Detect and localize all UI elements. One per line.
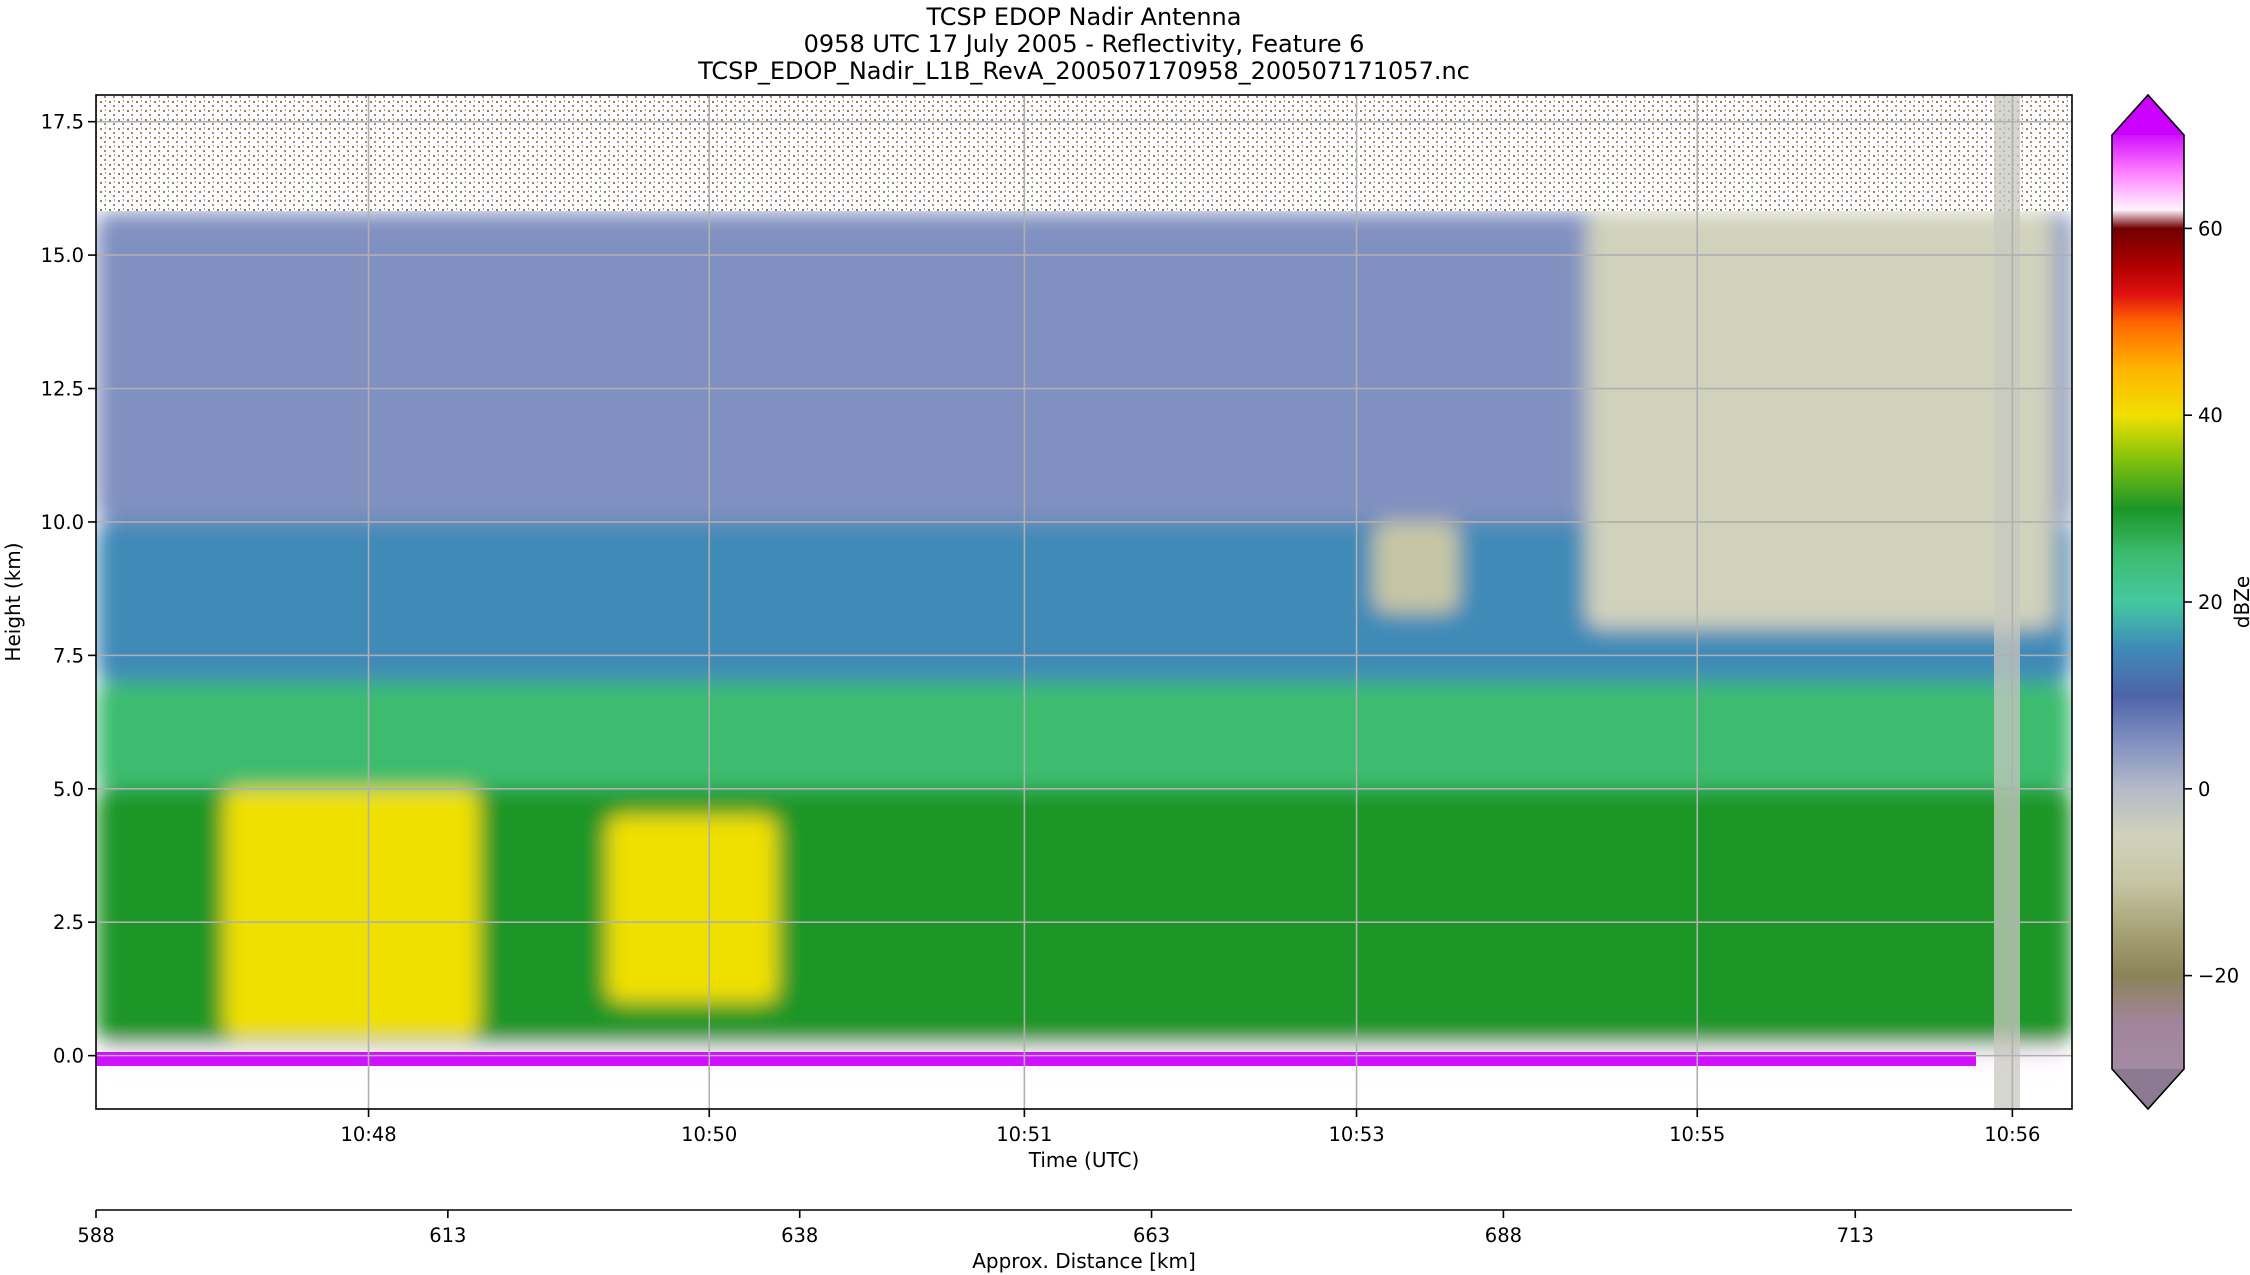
x-tick-label: 10:50 [681,1123,737,1146]
data-edge-strip [1994,95,2020,1109]
reflectivity-region-2 [96,521,2072,683]
distance-tick-label: 713 [1837,1224,1874,1247]
reflectivity-region-4 [96,788,2072,1045]
colorbar-outline [2111,93,2185,1111]
heatmap-area [96,95,2072,1109]
chart-title-line-1: TCSP EDOP Nadir Antenna [926,3,1242,31]
chart-title-line-3: TCSP_EDOP_Nadir_L1B_RevA_200507170958_20… [697,57,1470,85]
sparse-echo-noise-band [96,95,2072,211]
y-tick-label: 5.0 [53,778,84,801]
y-tick-label: 12.5 [41,378,84,401]
x-tick-label: 10:48 [340,1123,396,1146]
colorbar-ticks: −20 0 20 40 60 [2184,217,2239,988]
x-axis: 10:48 10:50 10:51 10:53 10:55 10:56 [340,1109,2040,1146]
colorbar-tick-label: 60 [2198,217,2223,240]
colorbar-tick-label: −20 [2198,965,2239,988]
y-axis-label: Height (km) [1,542,25,661]
reflectivity-regions [96,212,2072,1067]
distance-tick-label: 588 [77,1224,114,1247]
colorbar-extend-high [2112,95,2184,135]
reflectivity-region-1 [96,212,2072,522]
y-axis: 0.0 2.5 5.0 7.5 10.0 12.5 15.0 17.5 [41,111,96,1068]
y-tick-label: 2.5 [53,911,84,934]
colorbar-extend-low [2112,1069,2184,1109]
y-tick-label: 17.5 [41,111,84,134]
x-tick-label: 10:53 [1328,1123,1384,1146]
x-tick-label: 10:55 [1669,1123,1725,1146]
reflectivity-region-7 [1373,521,1459,613]
distance-axis: 588 613 638 663 688 713 [77,1210,1874,1247]
y-tick-label: 7.5 [53,644,84,667]
colorbar-tick-label: 40 [2198,404,2223,427]
colorbar-tick-label: 20 [2198,591,2223,614]
plot-frame [95,94,2073,1110]
reflectivity-region-5 [223,788,480,1040]
distance-tick-label: 663 [1133,1224,1170,1247]
surface-return-band [96,1052,1976,1066]
chart-title-line-2: 0958 UTC 17 July 2005 - Reflectivity, Fe… [804,30,1365,58]
x-tick-label: 10:56 [1984,1123,2040,1146]
reflectivity-region-6 [607,815,778,1003]
grid-lines [96,95,2072,1109]
distance-tick-label: 688 [1485,1224,1522,1247]
x-axis-label: Time (UTC) [1028,1148,1140,1172]
colorbar-body [2112,135,2184,1069]
colorbar-label: dBZe [2230,576,2250,628]
y-tick-label: 15.0 [41,244,84,267]
distance-axis-label: Approx. Distance [km] [972,1249,1196,1273]
colorbar: −20 0 20 40 60 dBZe [2111,93,2250,1111]
y-tick-label: 0.0 [53,1045,84,1068]
reflectivity-region-3 [96,682,2072,789]
x-tick-label: 10:51 [996,1123,1052,1146]
y-tick-label: 10.0 [41,511,84,534]
colorbar-tick-label: 0 [2198,778,2210,801]
reflectivity-region-8 [1586,212,2055,629]
distance-tick-label: 638 [781,1224,818,1247]
distance-tick-label: 613 [429,1224,466,1247]
